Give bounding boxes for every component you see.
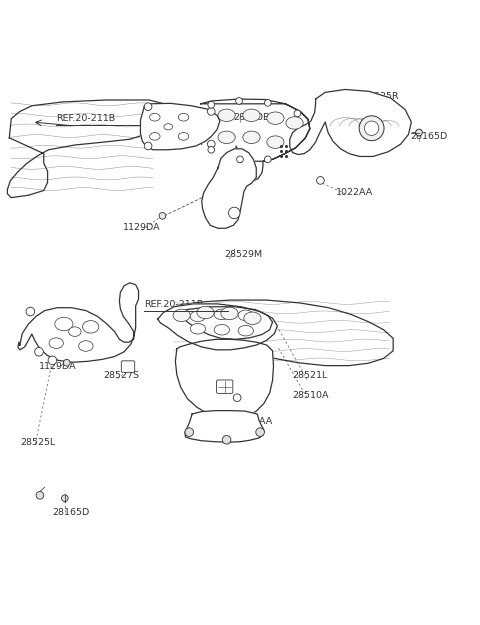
Circle shape (165, 104, 171, 111)
Circle shape (26, 308, 35, 316)
Ellipse shape (243, 131, 260, 144)
Text: 1022AA: 1022AA (336, 188, 373, 197)
Ellipse shape (190, 311, 205, 322)
Text: 28510B: 28510B (233, 113, 269, 122)
Ellipse shape (49, 338, 63, 348)
Circle shape (144, 142, 152, 150)
Circle shape (170, 309, 177, 316)
Circle shape (233, 394, 241, 401)
Polygon shape (202, 149, 256, 228)
Text: 1129DA: 1129DA (39, 362, 77, 371)
Polygon shape (170, 300, 393, 366)
Text: 1022AA: 1022AA (236, 418, 274, 426)
Circle shape (294, 110, 301, 117)
Polygon shape (157, 304, 277, 350)
Circle shape (170, 324, 177, 331)
Polygon shape (180, 307, 273, 339)
Circle shape (207, 140, 215, 148)
Text: 28527S: 28527S (104, 371, 140, 381)
Ellipse shape (83, 321, 99, 333)
Ellipse shape (267, 136, 284, 148)
Circle shape (359, 116, 384, 141)
Circle shape (264, 156, 271, 162)
Text: 28529M: 28529M (225, 250, 263, 259)
Polygon shape (175, 339, 274, 419)
Circle shape (237, 156, 243, 162)
Ellipse shape (218, 131, 235, 144)
Ellipse shape (238, 310, 253, 321)
Circle shape (222, 436, 231, 444)
Circle shape (165, 121, 171, 128)
Ellipse shape (218, 109, 235, 121)
Circle shape (208, 101, 215, 108)
Circle shape (317, 177, 324, 184)
Ellipse shape (69, 327, 81, 336)
Circle shape (364, 121, 379, 136)
Ellipse shape (244, 312, 261, 324)
Polygon shape (18, 283, 139, 362)
Circle shape (36, 491, 44, 499)
Text: 28521R: 28521R (166, 138, 203, 148)
Circle shape (165, 130, 171, 137)
Circle shape (208, 146, 215, 153)
Text: 1129DA: 1129DA (123, 223, 160, 232)
Ellipse shape (286, 117, 303, 129)
Ellipse shape (150, 113, 160, 121)
Text: 28165D: 28165D (410, 132, 447, 141)
Text: 28165D: 28165D (52, 508, 90, 518)
Polygon shape (7, 100, 170, 198)
Text: 28521L: 28521L (293, 371, 328, 381)
Text: REF.20-211B: REF.20-211B (144, 299, 204, 309)
Ellipse shape (190, 324, 205, 334)
Polygon shape (201, 99, 310, 181)
Ellipse shape (55, 318, 73, 331)
Circle shape (264, 99, 271, 106)
Text: REF.20-211B: REF.20-211B (56, 114, 115, 124)
Ellipse shape (238, 326, 253, 336)
Circle shape (228, 208, 240, 219)
Polygon shape (185, 411, 264, 442)
Circle shape (63, 359, 70, 366)
Ellipse shape (178, 113, 189, 121)
Ellipse shape (267, 112, 284, 124)
Polygon shape (290, 89, 411, 156)
FancyBboxPatch shape (216, 380, 233, 393)
Circle shape (165, 113, 171, 119)
FancyBboxPatch shape (121, 361, 135, 372)
Ellipse shape (79, 341, 93, 351)
Ellipse shape (173, 309, 190, 322)
Ellipse shape (178, 132, 189, 140)
Circle shape (416, 129, 422, 136)
Circle shape (236, 98, 242, 104)
Ellipse shape (214, 324, 229, 335)
Circle shape (35, 348, 43, 356)
Ellipse shape (197, 306, 214, 319)
Circle shape (256, 428, 264, 436)
Ellipse shape (164, 124, 172, 130)
Ellipse shape (214, 309, 229, 319)
Ellipse shape (221, 308, 238, 319)
Circle shape (207, 107, 215, 115)
Circle shape (185, 428, 193, 436)
Circle shape (48, 356, 57, 364)
Text: 28525L: 28525L (20, 439, 55, 448)
Text: 28525R: 28525R (362, 92, 399, 101)
Polygon shape (141, 103, 220, 150)
Ellipse shape (243, 109, 260, 121)
Circle shape (159, 213, 166, 219)
Ellipse shape (150, 132, 160, 140)
Circle shape (144, 103, 152, 111)
Circle shape (61, 495, 68, 501)
Text: 28510A: 28510A (293, 391, 329, 399)
Circle shape (170, 317, 177, 324)
